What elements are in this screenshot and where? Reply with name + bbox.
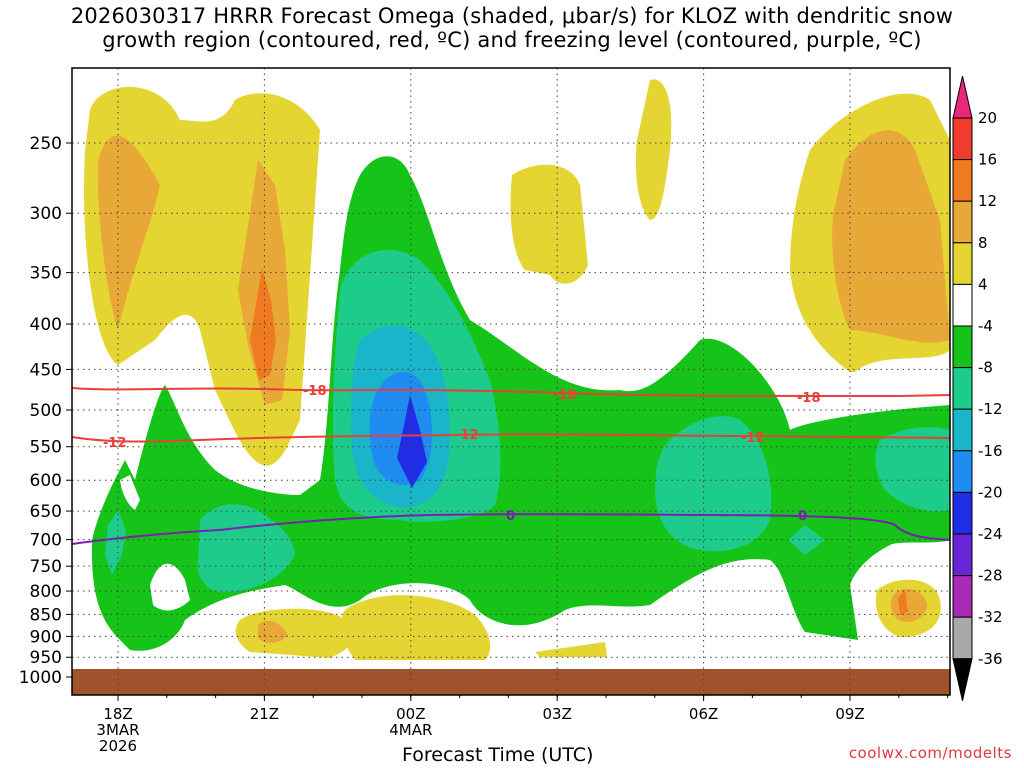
dendritic-contour-minus18 <box>71 387 951 398</box>
ground-layer <box>72 669 950 695</box>
colorbar-top-arrow <box>952 75 973 119</box>
y-tick-label: 450 <box>30 360 62 380</box>
colorbar-swatch <box>952 367 973 410</box>
y-tick-label: 350 <box>30 264 62 284</box>
colorbar-bottom-arrow <box>952 658 973 701</box>
colorbar-label: 4 <box>978 275 988 293</box>
colorbar-label: -24 <box>978 525 1003 543</box>
chart-title-line1: 2026030317 HRRR Forecast Omega (shaded, … <box>70 4 954 28</box>
y-axis: 2503003504004505005506006507007508008509… <box>19 134 72 688</box>
colorbar-label: -16 <box>978 442 1003 460</box>
colorbar-swatch <box>952 575 973 618</box>
dendritic-contour-minus12 <box>71 433 951 443</box>
colorbar-swatch <box>952 325 973 369</box>
contour-label: -18 <box>303 384 327 399</box>
omega-negative-region <box>105 510 126 575</box>
colorbar-swatch <box>952 533 973 577</box>
colorbar-label: 8 <box>978 234 988 252</box>
x-tick-label: 06Z <box>689 705 718 723</box>
y-tick-label: 250 <box>30 134 62 154</box>
colorbar-swatch <box>952 491 973 535</box>
omega-positive-region <box>235 608 355 658</box>
omega-negative-region <box>655 416 772 552</box>
y-tick-label: 850 <box>30 605 62 625</box>
omega-positive-region <box>898 590 908 615</box>
y-tick-label: 900 <box>30 627 62 647</box>
colorbar-label: 12 <box>978 192 997 210</box>
contours <box>71 387 951 545</box>
colorbar-label: -8 <box>978 359 993 377</box>
y-tick-label: 800 <box>30 582 62 602</box>
y-tick-label: 500 <box>30 401 62 421</box>
x-tick-label: 18Z <box>103 705 132 723</box>
freezing-level-contour <box>71 513 951 545</box>
y-tick-label: 550 <box>30 438 62 458</box>
y-tick-label: 400 <box>30 315 62 335</box>
colorbar-label: -20 <box>978 483 1003 501</box>
colorbar-label: -28 <box>978 567 1003 585</box>
colorbar-swatch <box>952 283 973 327</box>
colorbar-label: 16 <box>978 151 997 169</box>
contour-label: -12 <box>741 431 765 446</box>
colorbar: 20 16 12 8 4 -4 -8 -12 -16 -20 -24 -28 -32 -36 <box>952 75 1003 701</box>
contour-label: -18 <box>553 388 577 403</box>
contour-label: -18 <box>797 391 821 406</box>
omega-positive-region <box>535 642 607 657</box>
omega-positive-region <box>341 595 491 660</box>
y-tick-label: 750 <box>30 557 62 577</box>
chart-title: 2026030317 HRRR Forecast Omega (shaded, … <box>0 4 1024 52</box>
colorbar-label: -32 <box>978 608 1003 626</box>
omega-positive-region <box>258 620 288 643</box>
colorbar-label: -36 <box>978 650 1003 668</box>
x-tick-label: 4MAR <box>389 721 432 739</box>
colorbar-swatch <box>952 408 973 452</box>
x-tick-label: 2026 <box>99 737 137 755</box>
y-tick-label: 950 <box>30 648 62 668</box>
y-tick-label: 600 <box>30 471 62 491</box>
colorbar-swatch <box>952 117 973 161</box>
colorbar-swatch <box>952 616 973 660</box>
omega-shading <box>84 79 950 660</box>
y-tick-label: 1000 <box>19 668 62 688</box>
omega-neutral-region <box>150 563 190 611</box>
x-tick-label: 03Z <box>543 705 572 723</box>
omega-positive-region <box>635 79 672 221</box>
chart-title-line2: growth region (contoured, red, ºC) and f… <box>102 28 922 52</box>
x-tick-label: 21Z <box>250 705 279 723</box>
omega-positive-region <box>98 135 160 330</box>
colorbar-label: 20 <box>978 109 997 127</box>
contour-label: -12 <box>455 428 479 443</box>
omega-positive-region <box>510 164 588 284</box>
colorbar-label: -12 <box>978 400 1003 418</box>
contour-label: 0 <box>506 509 515 524</box>
omega-negative-region <box>197 504 295 593</box>
omega-negative-region <box>397 395 427 488</box>
colorbar-label: -4 <box>978 317 993 335</box>
x-tick-label: 3MAR <box>96 721 139 739</box>
grid <box>72 68 950 695</box>
colorbar-swatch <box>952 159 973 202</box>
omega-positive-region <box>250 268 276 380</box>
colorbar-swatch <box>952 200 973 244</box>
credit-text: coolwx.com/modelts <box>848 744 1012 762</box>
omega-neutral-region <box>120 475 140 510</box>
x-tick-label: 09Z <box>835 705 864 723</box>
plot-frame <box>71 67 951 696</box>
contour-label: 0 <box>798 509 807 524</box>
omega-positive-region <box>832 130 950 343</box>
contour-labels: -18 -18 -18 -12 -12 -12 0 0 <box>103 384 821 524</box>
colorbar-swatch <box>952 242 973 285</box>
y-tick-label: 650 <box>30 502 62 522</box>
omega-negative-region <box>875 427 950 512</box>
x-axis-title: Forecast Time (UTC) <box>402 744 594 766</box>
y-tick-label: 300 <box>30 204 62 224</box>
colorbar-swatch <box>952 450 973 493</box>
y-tick-label: 700 <box>30 531 62 551</box>
contour-label: -12 <box>103 436 127 451</box>
omega-negative-region <box>788 525 825 555</box>
x-tick-label: 00Z <box>396 705 425 723</box>
